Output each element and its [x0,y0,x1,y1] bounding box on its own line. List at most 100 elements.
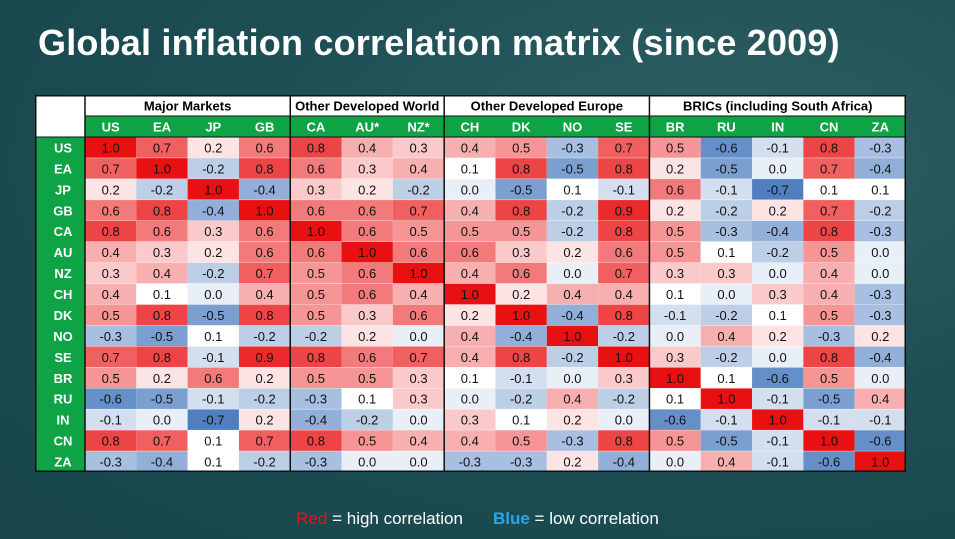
row-label: NO [53,329,73,344]
cell-value: 0.1 [666,287,684,302]
column-label: RU [717,120,736,135]
heatmap-cell [187,409,239,431]
heatmap-cell [495,388,547,410]
cell-value: -0.3 [510,455,532,470]
heatmap-cell [85,451,137,472]
cell-value: 0.5 [102,371,120,386]
heatmap-cell [854,451,906,472]
cell-value: 0.1 [717,245,735,260]
cell-value: -0.5 [510,182,532,197]
heatmap-cell [598,137,650,158]
heatmap-cell [136,388,188,410]
heatmap-cell [187,157,239,179]
heatmap-cell [392,409,445,431]
heatmap-cell [546,157,599,179]
heatmap-cell [803,220,855,242]
cell-value: -0.1 [99,413,121,428]
cell-value: 0.1 [358,392,376,407]
group-header-label: Other Developed World [295,99,439,114]
heatmap-cell [238,367,291,389]
column-label: ZA [872,120,890,135]
cell-value: 0.6 [666,182,684,197]
cell-value: 0.4 [717,455,735,470]
heatmap-cell [546,178,599,200]
cell-value: 0.6 [256,245,274,260]
heatmap-cell [649,199,701,221]
heatmap-cell [238,157,291,179]
heatmap-cell [341,409,393,431]
heatmap-cell [803,346,855,368]
cell-value: 0.3 [409,371,427,386]
heatmap-cell [752,388,804,410]
cell-value: 0.7 [256,266,274,281]
cell-value: 0.0 [563,371,581,386]
cell-value: 0.3 [358,161,376,176]
cell-value: 0.0 [666,329,684,344]
cell-value: -0.1 [613,182,635,197]
cell-value: 0.5 [307,266,325,281]
cell-value: -0.2 [715,308,737,323]
heatmap-cell [136,451,188,472]
cell-value: 0.5 [358,371,376,386]
cell-value: -0.5 [151,329,173,344]
heatmap-cell [752,178,804,200]
cell-value: 0.8 [615,224,633,239]
heatmap-cell [495,367,547,389]
column-label: CA [307,120,326,135]
cell-value: 1.0 [769,413,787,428]
cell-value: 0.6 [307,203,325,218]
heatmap-cell [700,325,753,347]
cell-value: 0.8 [820,350,838,365]
cell-value: 0.8 [615,434,633,449]
cell-value: 1.0 [307,224,325,239]
cell-value: 0.3 [409,392,427,407]
cell-value: 0.8 [256,308,274,323]
cell-value: 0.4 [461,434,479,449]
cell-value: 0.7 [409,203,427,218]
heatmap-cell [752,325,804,347]
heatmap-cell [598,178,650,200]
heatmap-cell [85,241,137,263]
heatmap-cell [752,137,804,158]
heatmap-cell [598,325,650,347]
cell-value: 0.4 [615,287,633,302]
heatmap-cell [598,346,650,368]
cell-value: 0.0 [409,455,427,470]
heatmap-cell [290,388,342,410]
heatmap-cell [649,430,701,452]
heatmap-cell [238,451,291,472]
cell-value: 0.4 [717,329,735,344]
heatmap-cell [187,346,239,368]
cell-value: 0.2 [563,455,581,470]
cell-value: -0.1 [510,371,532,386]
heatmap-cell [803,409,855,431]
cell-value: 0.4 [820,266,838,281]
cell-value: 0.6 [307,245,325,260]
heatmap-cell [238,325,291,347]
cell-value: 0.0 [666,455,684,470]
heatmap-cell [444,409,496,431]
group-header-cell [444,95,650,116]
heatmap-cell [854,137,906,158]
heatmap-cell [392,430,445,452]
heatmap-cell [136,409,188,431]
heatmap-cell [700,304,753,326]
cell-value: -0.4 [613,455,635,470]
heatmap-cell [238,199,291,221]
row-label: US [54,140,72,155]
cell-value: 0.3 [666,350,684,365]
cell-value: -0.2 [715,203,737,218]
cell-value: 0.6 [512,266,530,281]
heatmap-cell [598,451,650,472]
heatmap-cell [598,241,650,263]
legend-blue-text: = low correlation [529,509,659,528]
cell-value: 0.0 [358,455,376,470]
heatmap-cell [546,220,599,242]
cell-value: 0.3 [461,413,479,428]
heatmap-cell [444,199,496,221]
heatmap-cell [700,241,753,263]
heatmap-cell [700,430,753,452]
heatmap-cell [341,388,393,410]
cell-value: 0.2 [871,329,889,344]
heatmap-cell [700,367,753,389]
